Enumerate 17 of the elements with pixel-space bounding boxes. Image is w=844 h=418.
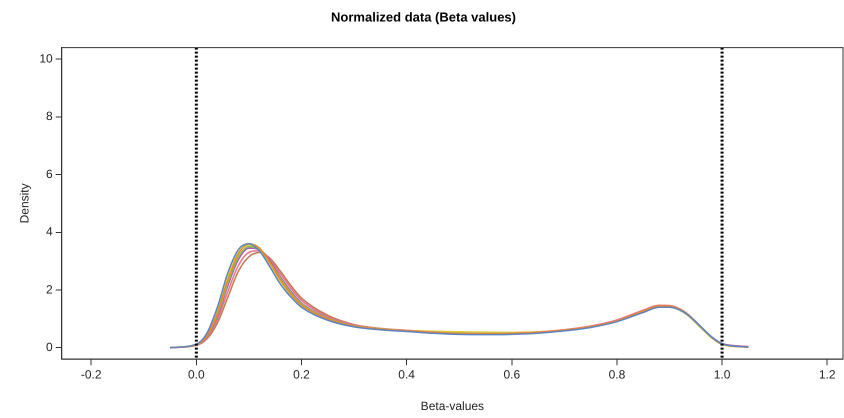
- x-tick-label: 0.2: [293, 368, 310, 382]
- x-tick-label: 1.0: [714, 368, 731, 382]
- x-tick-label: 0.8: [608, 368, 626, 382]
- y-tick-label: 0: [46, 340, 54, 354]
- x-tick-label: -0.2: [80, 368, 102, 382]
- y-tick-label: 8: [46, 109, 54, 124]
- chart-title: Normalized data (Beta values): [331, 9, 516, 24]
- y-tick-label: 2: [46, 282, 54, 296]
- y-tick-label: 10: [39, 51, 54, 66]
- y-tick-label: 6: [46, 166, 54, 181]
- y-tick-label: 4: [46, 224, 54, 239]
- x-tick-label: 0.0: [188, 368, 205, 382]
- x-tick-label: 1.2: [818, 368, 836, 382]
- y-axis-title: Density: [18, 183, 32, 224]
- x-tick-label: 0.6: [503, 368, 520, 382]
- x-tick-label: 0.4: [398, 368, 416, 382]
- x-axis-title: Beta-values: [420, 399, 484, 414]
